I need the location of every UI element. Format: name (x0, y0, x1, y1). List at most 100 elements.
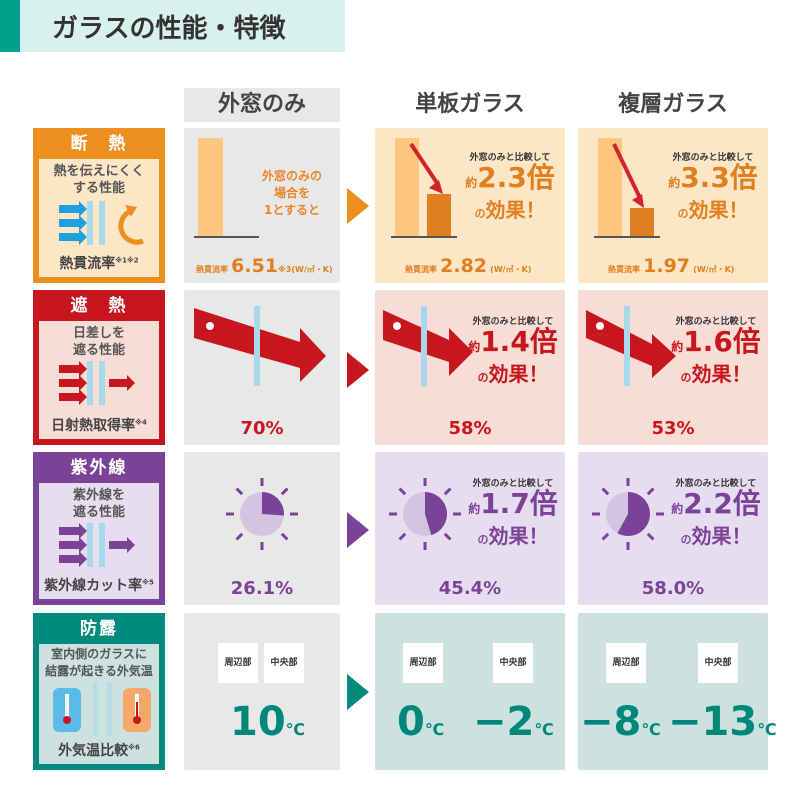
metric-label: 熱貫流率 (608, 265, 640, 274)
column-header-single-glass: 単板ガラス (415, 92, 525, 117)
label-desc: 結露が起きる外気温 (45, 664, 153, 678)
metric-value: 58.0% (641, 578, 705, 599)
of: の (680, 533, 692, 546)
label-metric: 熱貫流率 (59, 256, 116, 272)
of: の (677, 207, 689, 220)
label-desc: 遮る性能 (72, 343, 125, 358)
label-heading: 防露 (80, 619, 118, 639)
prefix: 約 (465, 176, 478, 190)
prefix: 約 (671, 340, 684, 354)
of: の (477, 533, 489, 546)
cell-dew-outer: 周辺部 中央部 10℃ (184, 613, 340, 770)
note-text: 1とすると (264, 203, 320, 217)
sun-ray-illustration (586, 306, 676, 386)
temperature-value: 0 (397, 699, 425, 745)
uv-arrows-icon (59, 523, 135, 567)
effect-text: 効果！ (691, 362, 752, 386)
footnote-mark: ※5 (142, 578, 154, 587)
column-header-outer-only: 外窓のみ (184, 88, 340, 122)
center-tag: 中央部 (264, 643, 304, 683)
label-metric: 日射熱取得率 (51, 418, 136, 434)
prefix: 約 (468, 340, 481, 354)
metric-value: 6.51 (231, 255, 279, 277)
cell-uv-double: 外窓のみと比較して約2.2倍の効果！ 58.0% (578, 452, 768, 605)
cell-heat-single: 外窓のみと比較して 約2.3倍 の効果！ 熱貫流率 2.82 (W/㎡・K) (375, 128, 565, 283)
metric-value: 45.4% (438, 578, 502, 599)
compare-text: 外窓のみと比較して (472, 479, 554, 489)
label-heading: 断 熱 (70, 134, 128, 154)
effect-text: 効果！ (688, 198, 749, 222)
note-text: 外窓のみの (261, 169, 322, 183)
heat-arrows-icon (59, 201, 144, 245)
effect-text: 効果！ (488, 524, 549, 548)
label-condensation: 防露 室内側のガラスに 結露が起きる外気温 外気温比較※6 (33, 613, 165, 770)
unit: ℃ (534, 720, 554, 739)
uv-sun-icon (389, 478, 461, 550)
heat-bar-chart (194, 138, 259, 238)
metric-label: 熱貫流率 (196, 265, 228, 274)
cell-heat-double: 外窓のみと比較して約3.3倍の効果！ 熱貫流率 1.97 (W/㎡・K) (578, 128, 768, 283)
metric-value: 58% (448, 418, 492, 439)
compare-text: 外窓のみと比較して (675, 479, 757, 489)
arrow-right-icon (347, 674, 369, 710)
title-bar (0, 0, 345, 52)
metric-value: 53% (651, 418, 695, 439)
factor-value: 3.3倍 (680, 161, 758, 194)
cell-solar-double: 外窓のみと比較して 約1.6倍 の効果！ 53% (578, 290, 768, 445)
prefix: 約 (668, 176, 681, 190)
sun-ray-illustration (194, 306, 326, 386)
unit: ℃ (757, 720, 777, 739)
cell-solar-outer: 70% (184, 290, 340, 445)
arrow-right-icon (347, 512, 369, 548)
of: の (474, 207, 486, 220)
metric-unit: (W/㎡・K) (291, 265, 333, 274)
temperature-value: −2 (473, 699, 535, 745)
factor-value: 1.4倍 (480, 325, 558, 358)
sun-ray-illustration (383, 306, 473, 386)
label-desc: 日差しを (72, 326, 125, 341)
metric-unit: (W/㎡・K) (693, 265, 735, 274)
cell-uv-single: 外窓のみと比較して 約1.7倍 の効果！ 45.4% (375, 452, 565, 605)
factor-value: 2.2倍 (683, 487, 761, 520)
label-metric: 外気温比較 (58, 743, 129, 759)
arrow-right-icon (347, 352, 369, 388)
edge-tag: 周辺部 (403, 643, 443, 683)
edge-tag: 周辺部 (606, 643, 646, 683)
effect-text: 効果！ (691, 524, 752, 548)
footnote-mark: ※6 (128, 743, 140, 752)
of: の (477, 371, 489, 384)
compare-text: 外窓のみと比較して (672, 153, 754, 163)
prefix: 約 (671, 502, 684, 516)
effect-text: 効果！ (485, 198, 546, 222)
metric-value: 2.82 (440, 255, 488, 277)
label-desc: 紫外線を (72, 488, 125, 503)
factor-value: 2.3倍 (477, 161, 555, 194)
cell-uv-outer: 26.1% (184, 452, 340, 605)
temperature-value: −13 (668, 699, 758, 745)
label-heat-insulation: 断 熱 熱を伝えにくく する性能 熱貫流率※1※2 (33, 128, 165, 283)
footnote-mark: ※1※2 (115, 256, 139, 265)
cell-solar-single: 外窓のみと比較して 約1.4倍 の効果！ 58% (375, 290, 565, 445)
center-tag: 中央部 (698, 643, 738, 683)
center-tag: 中央部 (493, 643, 533, 683)
metric-unit: (W/㎡・K) (490, 265, 532, 274)
heat-bar-chart (391, 138, 457, 238)
cell-dew-double: 周辺部 中央部 −8℃ −13℃ (578, 613, 777, 770)
page-title: ガラスの性能・特徴 (52, 14, 286, 44)
heat-bar-chart (594, 138, 660, 238)
title-accent (0, 0, 20, 52)
label-desc: する性能 (72, 181, 125, 196)
solar-arrows-icon (59, 361, 135, 405)
thermometer-icons (53, 682, 151, 736)
label-desc: 遮る性能 (72, 505, 125, 520)
label-metric: 紫外線カット率 (44, 578, 143, 594)
metric-value: 70% (240, 418, 284, 439)
label-desc: 室内側のガラスに (51, 647, 147, 661)
prefix: 約 (468, 502, 481, 516)
compare-text: 外窓のみと比較して (675, 317, 757, 327)
metric-value: 1.97 (643, 255, 691, 277)
effect-text: 効果！ (488, 362, 549, 386)
note-text: 場合を (273, 186, 310, 200)
compare-text: 外窓のみと比較して (469, 153, 551, 163)
uv-sun-icon (226, 478, 298, 550)
